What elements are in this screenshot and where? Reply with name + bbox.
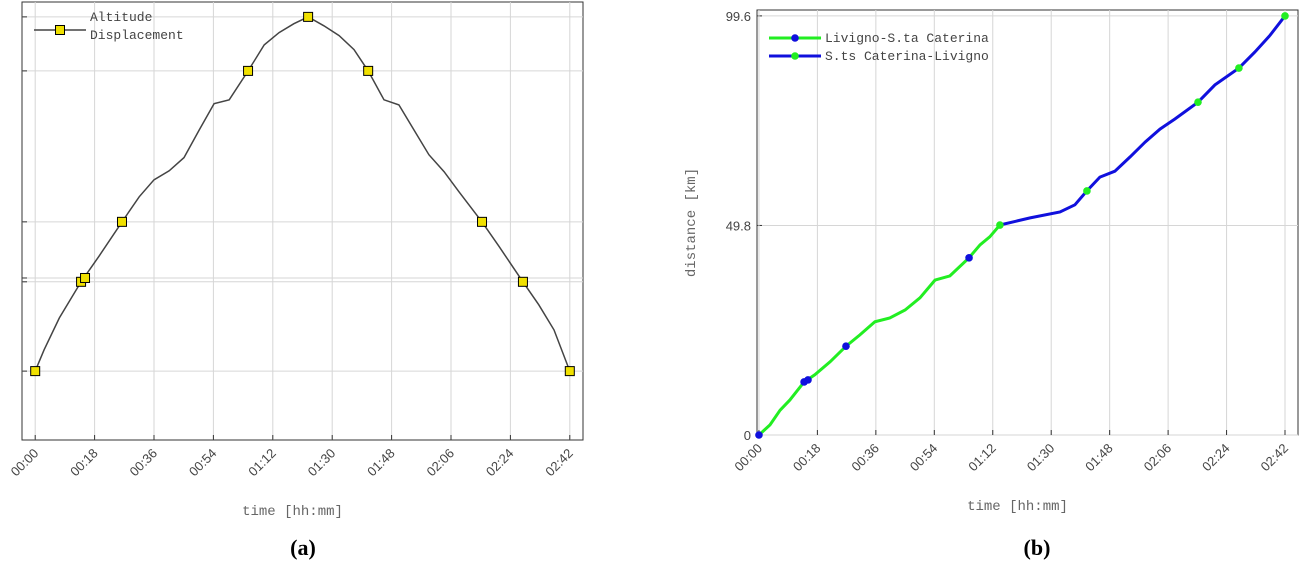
x-tick-label: 02:42 bbox=[542, 446, 576, 480]
x-tick-label: 00:54 bbox=[186, 446, 220, 480]
data-point bbox=[564, 366, 575, 377]
data-point bbox=[965, 254, 973, 262]
x-tick-label: 01:12 bbox=[245, 446, 279, 480]
data-point bbox=[804, 376, 812, 384]
legend-marker bbox=[55, 25, 65, 35]
x-tick-label: 01:48 bbox=[364, 446, 398, 480]
data-line bbox=[34, 16, 571, 372]
x-tick-label: 01:30 bbox=[305, 446, 339, 480]
data-point bbox=[116, 216, 127, 227]
x-axis-label: time [hh:mm] bbox=[242, 504, 343, 520]
data-point bbox=[517, 276, 528, 287]
legend-label: Livigno-S.ta Caterina bbox=[825, 31, 989, 46]
data-point bbox=[996, 221, 1004, 229]
data-point bbox=[842, 342, 850, 351]
panel-caption: (b) bbox=[1024, 535, 1051, 560]
x-tick-label: 00:54 bbox=[907, 441, 941, 475]
legend-marker bbox=[791, 34, 799, 42]
x-tick-label: 00:36 bbox=[848, 441, 882, 475]
x-tick-label: 02:24 bbox=[483, 446, 517, 480]
x-tick-label: 00:36 bbox=[127, 446, 161, 480]
x-tick-label: 00:00 bbox=[731, 441, 765, 475]
y-tick-label: 49.8 bbox=[726, 218, 751, 233]
x-tick-label: 01:30 bbox=[1024, 441, 1058, 475]
plot-area bbox=[21, 1, 584, 441]
x-tick-label: 02:24 bbox=[1199, 441, 1233, 475]
data-point bbox=[755, 431, 763, 439]
panel-caption: (a) bbox=[290, 535, 316, 560]
x-tick-label: 00:18 bbox=[67, 446, 101, 480]
legend-label: Altitude Displacement bbox=[90, 10, 184, 43]
y-axis-label: distance [km] bbox=[684, 168, 700, 277]
legend-label-line: Altitude bbox=[90, 10, 152, 25]
legend-label-line: Displacement bbox=[90, 28, 184, 43]
plot-area bbox=[756, 9, 1299, 436]
y-tick-label: 99.6 bbox=[726, 9, 751, 24]
x-tick-label: 02:06 bbox=[424, 446, 458, 480]
x-tick-label: 02:42 bbox=[1258, 441, 1292, 475]
x-tick-label: 02:06 bbox=[1141, 441, 1175, 475]
data-point bbox=[303, 11, 314, 22]
x-axis-label: time [hh:mm] bbox=[967, 499, 1068, 515]
legend-label: S.ts Caterina-Livigno bbox=[825, 49, 989, 64]
data-point bbox=[1083, 187, 1091, 195]
data-point bbox=[80, 272, 91, 283]
x-tick-label: 00:18 bbox=[790, 441, 824, 475]
data-point bbox=[1235, 64, 1243, 72]
data-line bbox=[999, 14, 1287, 227]
x-tick-label: 01:48 bbox=[1082, 441, 1116, 475]
data-point bbox=[477, 216, 488, 227]
data-point bbox=[30, 366, 41, 377]
x-tick-label: 00:00 bbox=[8, 446, 42, 480]
data-point bbox=[1194, 98, 1202, 106]
data-point bbox=[363, 65, 374, 76]
y-tick-label: 0 bbox=[744, 428, 751, 443]
x-tick-label: 01:12 bbox=[965, 441, 999, 475]
data-point bbox=[243, 65, 254, 76]
legend-marker bbox=[791, 52, 799, 60]
data-point bbox=[1281, 12, 1289, 20]
